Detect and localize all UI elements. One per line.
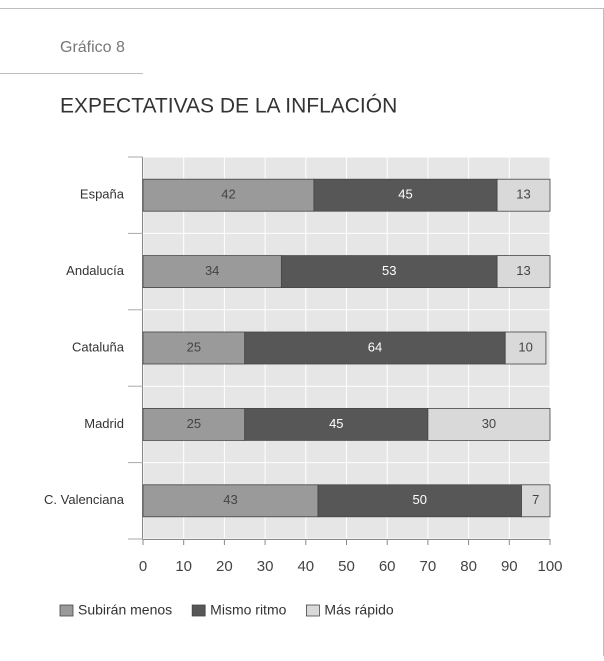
legend-label: Más rápido	[324, 602, 393, 618]
legend-label: Mismo ritmo	[210, 602, 286, 618]
value-label: 25	[187, 416, 201, 431]
legend-swatch	[306, 604, 320, 617]
bar-segment	[504, 331, 547, 365]
y-tick-label: Cataluña	[72, 339, 125, 354]
bar-segment	[142, 331, 246, 365]
bar-segment	[280, 255, 498, 289]
bar-segment	[496, 255, 551, 289]
value-label: 53	[382, 263, 396, 278]
value-label: 13	[516, 187, 530, 202]
chart-title: EXPECTATIVAS DE LA INFLACIÓN	[60, 95, 397, 118]
x-tick-label: 50	[338, 558, 355, 575]
chart-label: Gráfico 8	[60, 39, 125, 56]
value-label: 7	[532, 492, 539, 507]
bar-segment	[142, 255, 282, 289]
bar-segment	[142, 484, 319, 518]
y-tick-label: Madrid	[84, 416, 124, 431]
x-tick-label: 0	[139, 558, 147, 575]
value-label: 34	[205, 263, 219, 278]
value-label: 45	[329, 416, 343, 431]
value-label: 30	[482, 416, 496, 431]
legend-swatch	[191, 604, 206, 617]
x-tick-label: 30	[257, 558, 274, 575]
legend-label: Subirán menos	[78, 602, 172, 618]
bar-segment	[142, 178, 315, 212]
value-label: 50	[413, 492, 427, 507]
bar-segment	[244, 407, 429, 441]
value-label: 25	[187, 339, 201, 354]
x-tick-label: 90	[501, 558, 518, 575]
y-tick-label: C. Valenciana	[44, 492, 125, 507]
x-tick-label: 80	[460, 558, 477, 575]
x-tick-label: 40	[297, 558, 314, 575]
legend-swatch	[59, 604, 74, 617]
bar-segment	[317, 484, 522, 518]
value-label: 13	[516, 263, 530, 278]
x-tick-label: 70	[420, 558, 437, 575]
bar-segment	[427, 407, 551, 441]
x-tick-label: 100	[537, 558, 562, 575]
bar-segment	[496, 178, 551, 212]
value-label: 43	[223, 492, 237, 507]
bar-segment	[244, 331, 506, 365]
value-label: 45	[398, 187, 412, 202]
y-tick-label: España	[80, 187, 125, 202]
value-label: 64	[368, 339, 382, 354]
value-label: 42	[221, 187, 235, 202]
x-tick-label: 60	[379, 558, 396, 575]
x-tick-label: 10	[175, 558, 192, 575]
y-tick-label: Andalucía	[66, 263, 125, 278]
value-label: 10	[518, 339, 532, 354]
x-tick-label: 20	[216, 558, 233, 575]
bar-segment	[313, 178, 498, 212]
bar-segment	[521, 484, 551, 518]
